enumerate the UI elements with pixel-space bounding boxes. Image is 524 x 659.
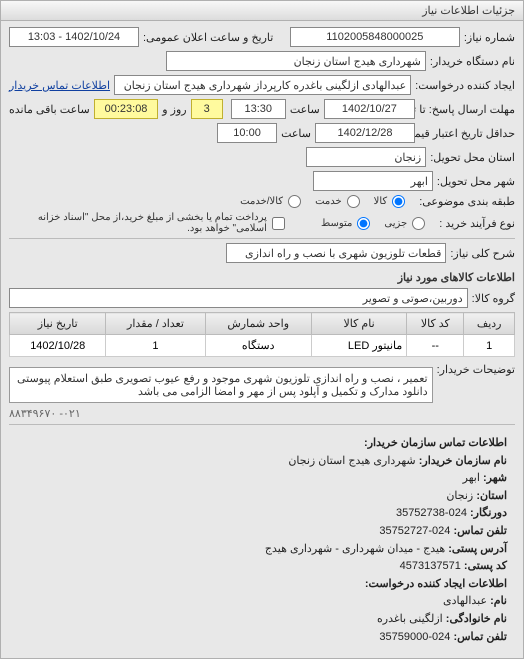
td-code: -- — [407, 335, 464, 357]
deadline-time: 13:30 — [231, 99, 286, 119]
pt-medium-label: متوسط — [321, 218, 352, 229]
c-lastname: ازلگینی باغدره — [377, 613, 443, 625]
time-remain: 00:23:08 — [94, 99, 159, 119]
radio-minor[interactable] — [412, 217, 425, 230]
need-no-field: 1102005848000025 — [290, 27, 460, 47]
contact-block: اطلاعات تماس سازمان خریدار: نام سازمان خ… — [9, 429, 515, 652]
pt-medium-radio[interactable]: متوسط — [321, 217, 372, 230]
c-org-label: نام سازمان خریدار: — [419, 455, 507, 467]
td-unit: دستگاه — [205, 335, 311, 357]
radio-service[interactable] — [347, 195, 360, 208]
days-remain: 3 — [191, 99, 223, 119]
footer-phone: ۰۲۱- ۸۸۳۴۹۶۷۰ — [9, 407, 515, 420]
c-fax: 024-35752738 — [396, 507, 467, 519]
table-row[interactable]: 1 -- مانیتور LED دستگاه 1 1402/10/28 — [10, 335, 515, 357]
th-row: ردیف — [464, 313, 515, 335]
th-date: تاریخ نیاز — [10, 313, 106, 335]
group-label: گروه کالا: — [472, 292, 515, 305]
buyer-org-field: شهرداری هیدج استان زنجان — [166, 51, 426, 71]
c-phone: 024-35752727 — [379, 525, 450, 537]
pt-note-label: پرداخت تمام یا بخشی از مبلغ خرید،از محل … — [9, 212, 267, 234]
c-province: زنجان — [446, 490, 473, 502]
checkbox-treasury[interactable] — [272, 217, 285, 230]
radio-goods-service[interactable] — [288, 195, 301, 208]
announce-label: تاریخ و ساعت اعلان عمومی: — [143, 31, 273, 44]
announce-field: 1402/10/24 - 13:03 — [9, 27, 139, 47]
divider2 — [9, 424, 515, 425]
items-header: اطلاعات کالاهای مورد نیاز — [9, 267, 515, 288]
deadline-time-label: ساعت — [290, 103, 320, 116]
overview-field: قطعات تلوزیون شهری با نصب و راه اندازی — [226, 243, 446, 263]
class-label: طبقه بندی موضوعی: — [419, 195, 515, 208]
td-row: 1 — [464, 335, 515, 357]
c-address-label: آدرس پستی: — [448, 543, 507, 555]
c-phone-label: تلفن تماس: — [453, 525, 507, 537]
req-creator-header: اطلاعات ایجاد کننده درخواست: — [365, 578, 507, 590]
c-city-label: شهر: — [483, 472, 507, 484]
class-goods-radio[interactable]: کالا — [374, 195, 408, 208]
c-lastname-label: نام خانوادگی: — [446, 613, 507, 625]
contact-header: اطلاعات تماس سازمان خریدار: — [364, 437, 507, 449]
class-goods-service-radio[interactable]: کالا/خدمت — [240, 195, 303, 208]
pt-note-check[interactable]: پرداخت تمام یا بخشی از مبلغ خرید،از محل … — [9, 212, 287, 234]
deadline-date: 1402/10/27 — [324, 99, 415, 119]
city-field: ابهر — [313, 171, 433, 191]
c-name-label: نام: — [490, 595, 507, 607]
c-postcode: 4573137571 — [400, 560, 461, 572]
details-panel: جزئیات اطلاعات نیاز شماره نیاز: 11020058… — [0, 0, 524, 659]
panel-title: جزئیات اطلاعات نیاز — [1, 1, 523, 21]
class-goods-service-label: کالا/خدمت — [240, 196, 283, 207]
td-date: 1402/10/28 — [10, 335, 106, 357]
class-goods-label: کالا — [374, 196, 388, 207]
th-name: نام کالا — [311, 313, 406, 335]
c-phone2: 024-35759000 — [379, 631, 450, 643]
pt-minor-radio[interactable]: جزیی — [384, 217, 427, 230]
class-service-radio[interactable]: خدمت — [315, 195, 362, 208]
c-phone2-label: تلفن تماس: — [453, 631, 507, 643]
pt-minor-label: جزیی — [384, 218, 407, 229]
validity-time-label: ساعت — [281, 127, 311, 140]
requester-field: عبدالهادی ازلگینی باغدره كارپرداز شهردار… — [114, 75, 411, 95]
divider — [9, 238, 515, 239]
days-remain-label: روز و — [162, 103, 186, 116]
radio-goods[interactable] — [392, 195, 405, 208]
c-name: عبدالهادی — [443, 595, 487, 607]
items-table: ردیف کد کالا نام کالا واحد شمارش تعداد /… — [9, 312, 515, 357]
th-code: کد کالا — [407, 313, 464, 335]
td-name: مانیتور LED — [311, 335, 406, 357]
form-area: شماره نیاز: 1102005848000025 تاریخ و ساع… — [1, 21, 523, 658]
buyer-note: تعمیر ، نصب و راه اندازی تلوزیون شهری مو… — [9, 367, 433, 403]
c-city: ابهر — [463, 472, 480, 484]
buyer-note-label: توضیحات خریدار: — [437, 363, 515, 376]
td-qty: 1 — [106, 335, 205, 357]
province-field: زنجان — [306, 147, 426, 167]
radio-medium[interactable] — [357, 217, 370, 230]
buyer-org-label: نام دستگاه خریدار: — [430, 55, 515, 68]
validity-label: حداقل تاریخ اعتبار قیمت: تا تاریخ: — [419, 127, 515, 140]
need-no-label: شماره نیاز: — [464, 31, 515, 44]
buyer-contact-link[interactable]: اطلاعات تماس خریدار — [9, 79, 110, 92]
validity-time: 10:00 — [217, 123, 277, 143]
th-qty: تعداد / مقدار — [106, 313, 205, 335]
purchase-type-label: نوع فرآیند خرید : — [439, 217, 515, 230]
group-field: دوربین،صوتی و تصویر — [9, 288, 468, 308]
c-postcode-label: کد پستی: — [464, 560, 507, 572]
city-label: شهر محل تحویل: — [437, 175, 515, 188]
overview-label: شرح کلی نیاز: — [450, 247, 515, 260]
time-remain-label: ساعت باقی مانده — [9, 103, 90, 116]
th-unit: واحد شمارش — [205, 313, 311, 335]
deadline-label: مهلت ارسال پاسخ: تا تاریخ: — [419, 103, 515, 116]
validity-date: 1402/12/28 — [315, 123, 415, 143]
requester-label: ایجاد کننده درخواست: — [415, 79, 515, 92]
c-address: هیدج - میدان شهرداری - شهرداری هیدج — [265, 543, 445, 555]
c-province-label: استان: — [476, 490, 507, 502]
class-service-label: خدمت — [315, 196, 342, 207]
c-org: شهرداری هیدج استان زنجان — [288, 455, 415, 467]
c-fax-label: دورنگار: — [470, 507, 507, 519]
province-label: استان محل تحویل: — [430, 151, 515, 164]
